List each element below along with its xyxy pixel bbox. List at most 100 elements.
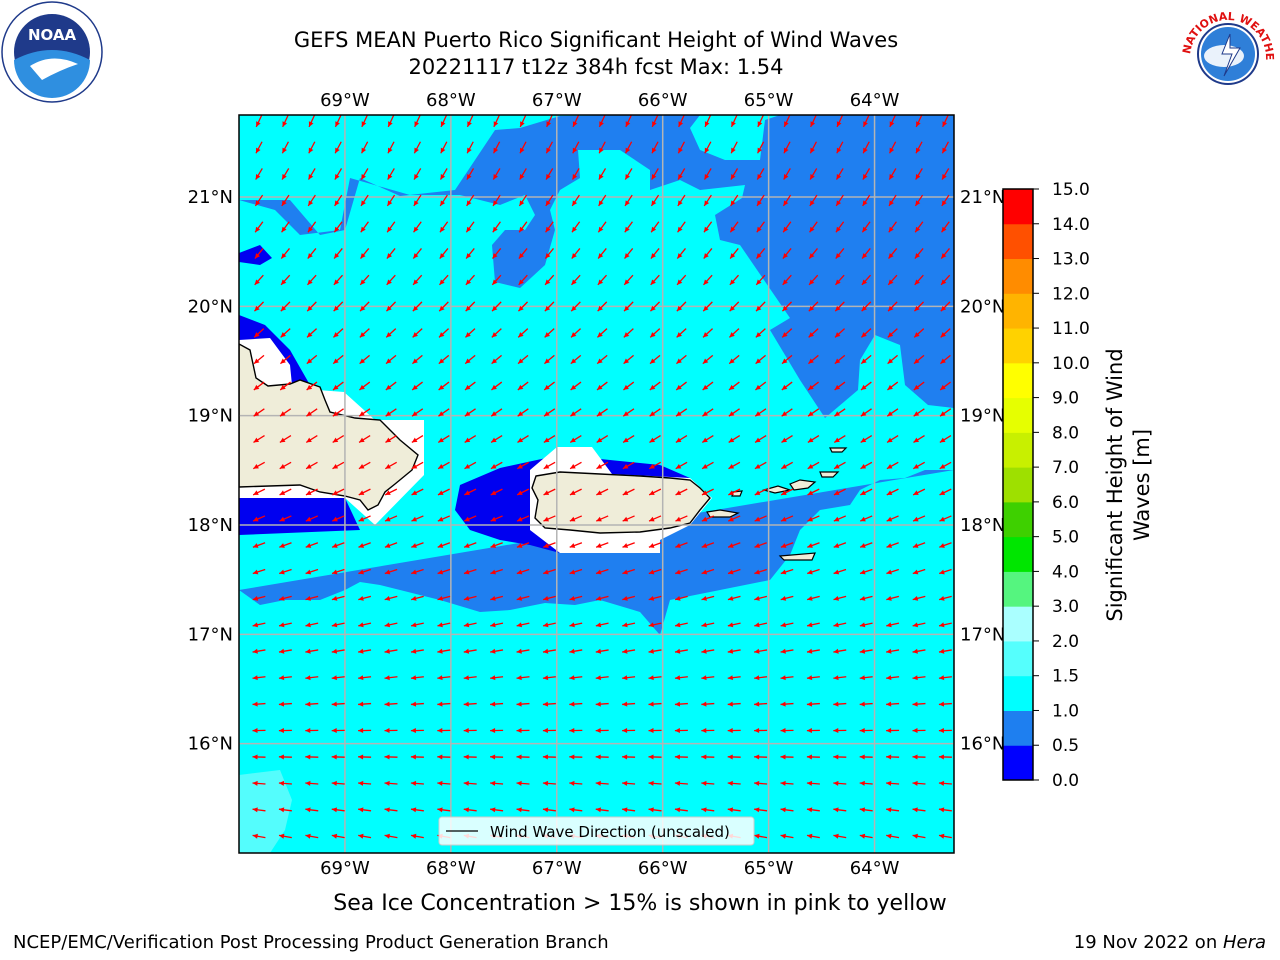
wave-direction-arrowhead	[599, 147, 604, 154]
wave-direction-arrowhead	[306, 358, 313, 364]
wave-direction-arrowhead	[730, 226, 736, 233]
wave-direction-arrowhead	[651, 147, 657, 154]
wave-direction-arrowhead	[308, 174, 314, 180]
wave-direction-arrowhead	[836, 200, 842, 206]
wave-direction-arrowhead	[358, 648, 364, 654]
wave-direction-arrowhead	[385, 384, 392, 390]
wave-direction-arrowhead	[411, 464, 418, 469]
wave-direction-arrowhead	[780, 780, 786, 786]
wave-direction-arrowhead	[860, 411, 867, 417]
wave-direction-arrowhead	[254, 358, 260, 364]
wave-direction-arrowhead	[651, 200, 657, 206]
wave-direction-arrowhead	[756, 226, 762, 233]
wave-direction-arrowhead	[912, 833, 918, 839]
wave-direction-arrowhead	[516, 595, 523, 601]
wave-direction-arrowhead	[835, 332, 841, 338]
wave-direction-arrowhead	[569, 622, 575, 628]
wave-direction-arrowhead	[913, 384, 920, 390]
wave-direction-arrowhead	[358, 490, 365, 495]
wave-direction-arrowhead	[361, 174, 366, 180]
wave-direction-arrowhead	[518, 305, 524, 312]
wave-direction-arrowhead	[334, 226, 340, 233]
wave-direction-arrowhead	[703, 253, 709, 259]
wave-direction-arrowhead	[333, 332, 339, 338]
wave-direction-arrowhead	[675, 516, 682, 522]
wave-direction-arrowhead	[678, 174, 683, 180]
wave-direction-arrowhead	[859, 595, 866, 601]
wave-direction-arrowhead	[463, 595, 470, 601]
wave-direction-arrowhead	[571, 332, 577, 338]
wave-direction-arrowhead	[754, 543, 761, 548]
wave-direction-arrowhead	[886, 833, 892, 839]
lat-label-left: 17°N	[188, 624, 233, 645]
wave-direction-arrowhead	[596, 490, 602, 495]
wave-direction-arrowhead	[888, 253, 894, 259]
wave-direction-arrowhead	[623, 332, 630, 338]
wave-direction-arrowhead	[808, 358, 814, 364]
wave-direction-arrowhead	[439, 305, 445, 312]
wave-direction-arrowhead	[519, 226, 525, 233]
wave-direction-arrowhead	[650, 358, 656, 364]
wave-direction-arrowhead	[385, 437, 392, 443]
wave-direction-arrowhead	[305, 675, 311, 681]
wave-direction-arrowhead	[545, 279, 551, 285]
wave-direction-arrowhead	[755, 411, 761, 417]
colorbar-segment	[1003, 328, 1033, 364]
colorbar-tick-label: 12.0	[1052, 284, 1090, 304]
wave-direction-arrowhead	[598, 253, 604, 259]
wave-direction-arrowhead	[727, 595, 734, 601]
wave-direction-arrowhead	[438, 437, 444, 443]
wave-direction-arrowhead	[833, 595, 839, 601]
wave-direction-arrowhead	[440, 200, 446, 206]
wave-direction-arrowhead	[941, 253, 947, 259]
wave-direction-arrowhead	[410, 754, 416, 760]
wave-direction-arrowhead	[254, 253, 261, 259]
wave-direction-arrowhead	[544, 384, 550, 390]
wave-direction-arrowhead	[543, 437, 550, 443]
wave-direction-arrowhead	[887, 384, 893, 390]
wave-direction-arrowhead	[833, 807, 839, 813]
wave-direction-arrowhead	[465, 332, 471, 338]
wave-direction-arrowhead	[622, 780, 628, 786]
wave-direction-arrowhead	[437, 490, 444, 495]
wave-direction-arrowhead	[863, 121, 868, 127]
wave-direction-arrowhead	[648, 648, 654, 654]
wave-direction-arrowhead	[622, 675, 628, 681]
wave-direction-arrowhead	[912, 807, 918, 813]
wave-direction-arrowhead	[727, 728, 733, 734]
wave-direction-arrowhead	[704, 200, 710, 206]
wave-direction-arrowhead	[623, 384, 629, 390]
wave-direction-arrowhead	[888, 279, 894, 285]
wave-direction-arrowhead	[861, 358, 867, 364]
wave-direction-arrowhead	[886, 543, 893, 548]
wave-direction-arrowhead	[648, 543, 655, 548]
wave-direction-arrowhead	[331, 780, 337, 786]
wave-direction-arrowhead	[782, 279, 788, 285]
wave-direction-arrowhead	[781, 464, 787, 469]
wave-direction-arrowhead	[860, 490, 866, 495]
wave-direction-arrowhead	[463, 622, 470, 628]
wave-direction-arrowhead	[728, 490, 734, 495]
wave-direction-arrowhead	[834, 384, 841, 390]
hispaniola-land	[239, 343, 419, 511]
wave-direction-arrowhead	[569, 780, 575, 786]
wave-direction-arrowhead	[913, 411, 920, 417]
wave-direction-arrowhead	[464, 516, 470, 522]
wave-direction-arrowhead	[463, 701, 469, 707]
wave-direction-arrowhead	[544, 305, 551, 312]
wave-direction-arrowhead	[331, 807, 338, 813]
wave-direction-arrowhead	[252, 701, 258, 707]
wave-direction-arrowhead	[834, 464, 840, 469]
wave-direction-arrowhead	[863, 147, 868, 154]
wave-direction-arrowhead	[780, 569, 787, 575]
wave-direction-arrowhead	[543, 543, 549, 548]
wave-direction-arrowhead	[674, 754, 680, 760]
wave-direction-arrowhead	[757, 200, 762, 206]
wave-direction-arrowhead	[412, 358, 418, 364]
wave-direction-arrowhead	[915, 226, 921, 233]
wave-direction-arrowhead	[492, 253, 498, 259]
wave-direction-arrowhead	[675, 622, 681, 628]
wave-direction-arrowhead	[279, 622, 285, 628]
wave-direction-arrowhead	[780, 728, 786, 734]
wave-direction-arrowhead	[652, 121, 657, 127]
